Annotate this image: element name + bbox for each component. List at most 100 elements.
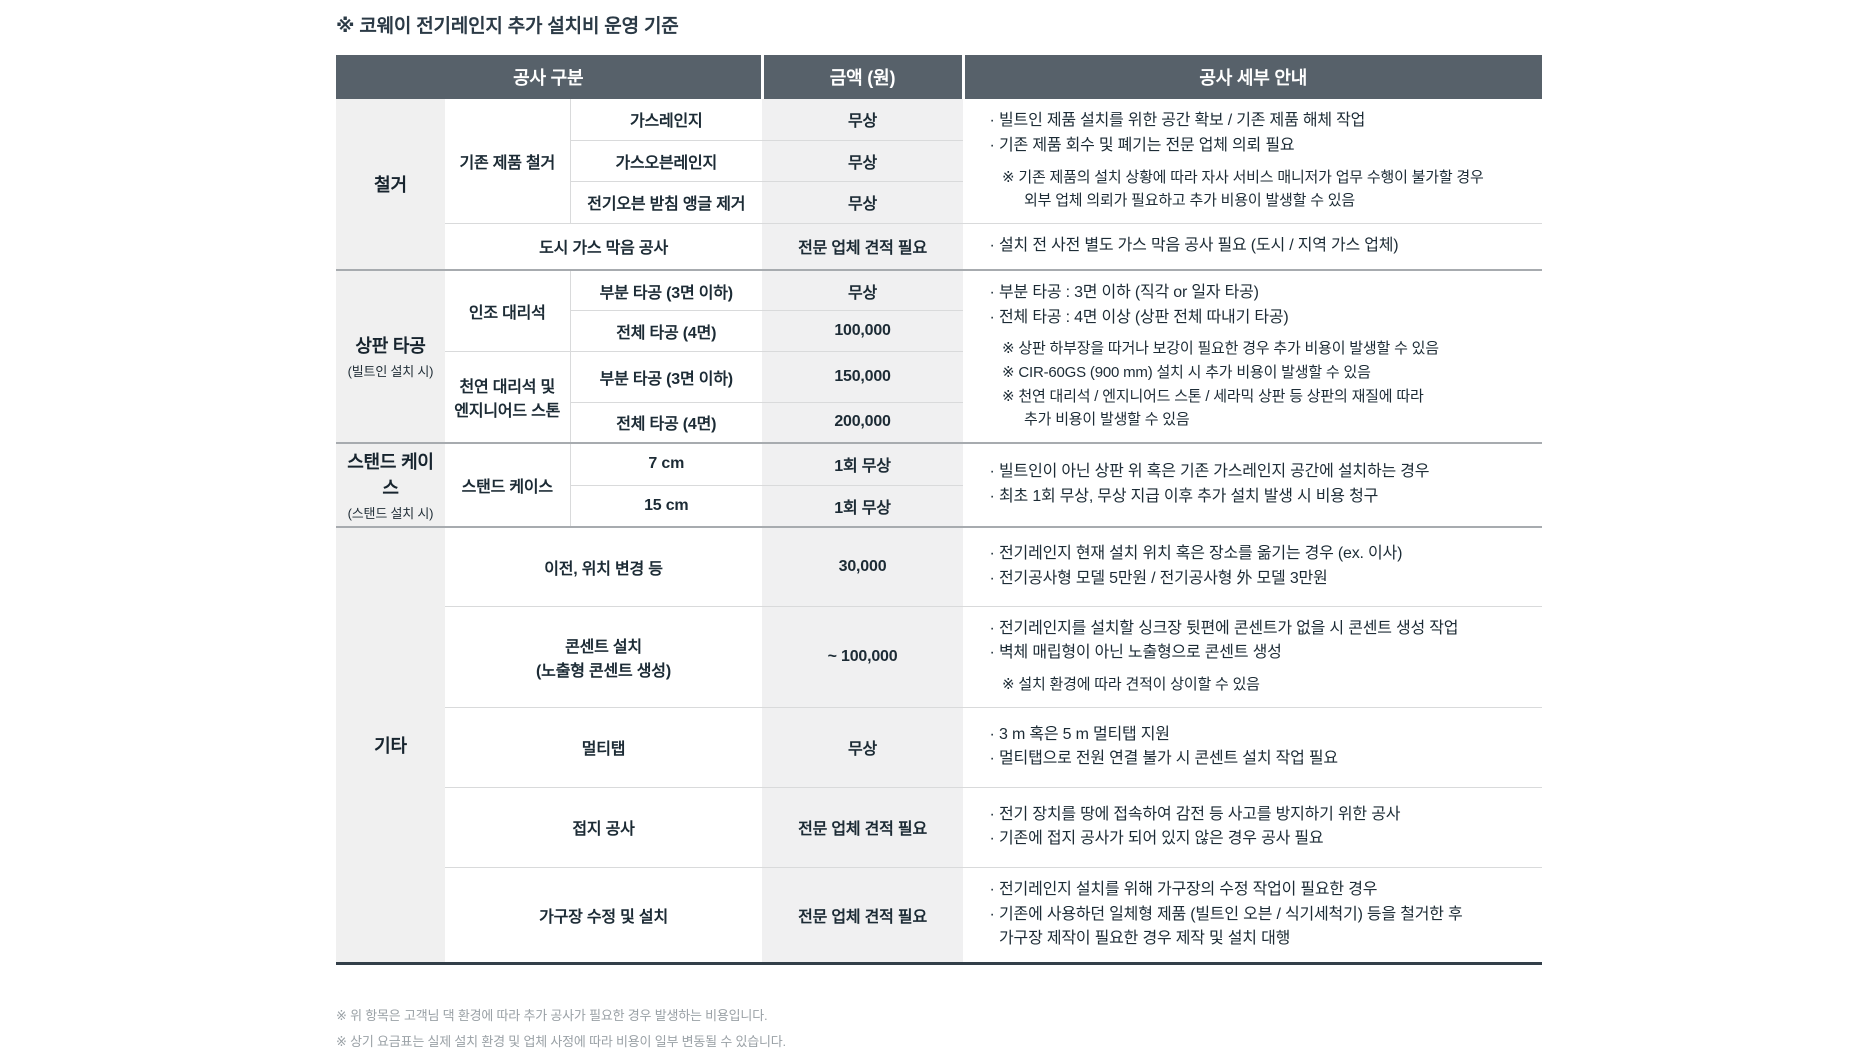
bullet-icon: · xyxy=(989,880,995,898)
cell-item-gas-range: 가스레인지 xyxy=(569,99,763,141)
detail-text: 3 m 혹은 5 m 멀티탭 지원 xyxy=(999,725,1170,743)
cell-amount-gas-oven-range: 무상 xyxy=(762,139,964,182)
detail-line: · 전체 타공 : 4면 이상 (상판 전체 따내기 타공) xyxy=(985,306,1530,331)
cell-amount-gas-range: 무상 xyxy=(762,99,964,141)
cell-detail-grounding-work: · 전기 장치를 땅에 접속하여 감전 등 사고를 방지하기 위한 공사 · 기존에… xyxy=(963,786,1543,868)
cell-amount-power-strip: 무상 xyxy=(762,706,964,788)
cell-item-relocation: 이전, 위치 변경 등 xyxy=(445,526,763,607)
cell-item-7cm: 7 cm xyxy=(569,442,763,486)
bullet-icon: · xyxy=(989,136,995,154)
header-cell-category: 공사 구분 xyxy=(336,55,763,99)
table-row: 가스오븐레인지 무상 xyxy=(336,139,1542,182)
cell-group-existing-product-removal: 기존 제품 철거 xyxy=(459,154,556,172)
detail-line: · 전기레인지를 설치할 싱크장 뒷편에 콘센트가 없을 시 콘센트 생성 작업 xyxy=(985,617,1530,642)
cell-item-oven-angle-removal: 전기오븐 받침 앵글 제거 xyxy=(569,180,763,224)
section-label: 기타 xyxy=(374,736,407,757)
cell-item-city-gas-blocking: 도시 가스 막음 공사 xyxy=(445,222,763,270)
detail-text: 빌트인이 아닌 상판 위 혹은 기존 가스레인지 공간에 설치하는 경우 xyxy=(999,463,1430,481)
detail-line: · 최초 1회 무상, 무상 지급 이후 추가 설치 발생 시 비용 청구 xyxy=(985,485,1530,510)
detail-text-continued: 가구장 제작이 필요한 경우 제작 및 설치 대행 xyxy=(999,930,1291,948)
cell-amount-grounding-work: 전문 업체 견적 필요 xyxy=(762,786,964,868)
section-label: 철거 xyxy=(374,174,407,195)
bullet-icon: · xyxy=(989,830,995,848)
table-row: 천연 대리석 및 엔지니어드 스톤 부분 타공 (3면 이하) 150,000 xyxy=(336,351,1542,444)
header-row: 공사 구분 금액 (원) 공사 세부 안내 xyxy=(336,55,1543,99)
item-label-line2: (노출형 콘센트 생성) xyxy=(536,662,671,680)
cell-item-power-strip: 멀티탭 xyxy=(445,706,763,788)
cell-amount-artificial-full-cut: 100,000 xyxy=(762,310,964,352)
detail-text: 전기레인지를 설치할 싱크장 뒷편에 콘센트가 없을 시 콘센트 생성 작업 xyxy=(999,619,1459,637)
cell-group-natural-marble-engineered-stone: 천연 대리석 및 엔지니어드 스톤 xyxy=(445,351,570,444)
bullet-icon: · xyxy=(989,619,995,637)
cell-amount-relocation: 30,000 xyxy=(762,526,964,607)
table-row: 기타 이전, 위치 변경 등 30,000 · 전기레인지 현재 설치 위치 혹은… xyxy=(336,526,1543,964)
header-cell-detail: 공사 세부 안내 xyxy=(961,55,1543,99)
detail-note-continued: 외부 업체 의뢰가 필요하고 추가 비용이 발생할 수 있음 xyxy=(1024,192,1355,210)
cell-item-natural-partial-cut: 부분 타공 (3면 이하) xyxy=(569,351,763,403)
detail-text: 전기레인지 설치를 위해 가구장의 수정 작업이 필요한 경우 xyxy=(999,880,1378,898)
detail-text: 전기 장치를 땅에 접속하여 감전 등 사고를 방지하기 위한 공사 xyxy=(999,805,1401,823)
detail-note-continued: 추가 비용이 발생할 수 있음 xyxy=(1024,411,1190,429)
detail-line: · 3 m 혹은 5 m 멀티탭 지원 xyxy=(985,723,1530,748)
bullet-icon: · xyxy=(989,283,995,301)
bullet-icon: · xyxy=(989,805,995,823)
detail-line: · 전기 장치를 땅에 접속하여 감전 등 사고를 방지하기 위한 공사 xyxy=(985,803,1530,828)
cell-section-stand-case: 스탠드 케이스 (스탠드 설치 시) xyxy=(336,442,445,528)
detail-text: 설치 전 사전 별도 가스 막음 공사 필요 (도시 / 지역 가스 업체) xyxy=(999,236,1399,254)
table-row: 멀티탭 무상 · 3 m 혹은 5 m 멀티탭 지원 · 멀티탭으로 전원 연결 불… xyxy=(336,706,1543,788)
table-row: 15 cm 1회 무상 xyxy=(336,484,1542,528)
detail-line: · 멀티탭으로 전원 연결 불가 시 콘센트 설치 작업 필요 xyxy=(985,747,1530,772)
header-cell-amount: 금액 (원) xyxy=(760,55,964,99)
bullet-icon: · xyxy=(989,112,995,129)
detail-line: · 벽체 매립형이 아닌 노출형으로 콘센트 생성 xyxy=(985,641,1530,666)
detail-text: 멀티탭으로 전원 연결 불가 시 콘센트 설치 작업 필요 xyxy=(999,750,1338,768)
section-sublabel: (빌트인 설치 시) xyxy=(347,364,434,380)
bullet-icon: · xyxy=(989,644,995,662)
detail-line: · 전기공사형 모델 5만원 / 전기공사형 外 모델 3만원 xyxy=(985,567,1530,592)
section-label: 스탠드 케이스 xyxy=(347,452,434,499)
bullet-icon: · xyxy=(989,308,995,326)
detail-line: · 빌트인 제품 설치를 위한 공간 확보 / 기존 제품 해체 작업 xyxy=(985,109,1530,134)
cell-detail-demolition: · 빌트인 제품 설치를 위한 공간 확보 / 기존 제품 해체 작업 · 기존 제… xyxy=(963,99,1542,223)
detail-text: 부분 타공 : 3면 이하 (직각 or 일자 타공) xyxy=(999,283,1259,301)
detail-text: 기존에 접지 공사가 되어 있지 않은 경우 공사 필요 xyxy=(999,830,1324,848)
detail-text: 전체 타공 : 4면 이상 (상판 전체 따내기 타공) xyxy=(999,308,1289,326)
cell-item-artificial-partial-cut: 부분 타공 (3면 이하) xyxy=(569,268,763,311)
cell-item-outlet-installation: 콘센트 설치 (노출형 콘센트 생성) xyxy=(445,605,763,708)
footnote-line: ※ 위 항목은 고객님 댁 환경에 따라 추가 공사가 필요한 경우 발생하는 … xyxy=(336,1008,768,1024)
table-row: 철거 기존 제품 철거 가스레인지 무상 · 빌트인 제품 설치를 위한 공간 확… xyxy=(336,99,1542,270)
section-sublabel: (스탠드 설치 시) xyxy=(347,506,434,522)
detail-note: ※ 상판 하부장을 따거나 보강이 필요한 경우 추가 비용이 발생할 수 있음 xyxy=(1002,340,1439,358)
detail-text: 최초 1회 무상, 무상 지급 이후 추가 설치 발생 시 비용 청구 xyxy=(999,488,1379,506)
detail-text: 전기레인지 현재 설치 위치 혹은 장소를 옮기는 경우 (ex. 이사) xyxy=(999,545,1403,563)
cell-amount-cabinet-modification: 전문 업체 견적 필요 xyxy=(762,866,964,964)
cell-detail-outlet-installation: · 전기레인지를 설치할 싱크장 뒷편에 콘센트가 없을 시 콘센트 생성 작업 … xyxy=(963,605,1543,708)
detail-line: · 설치 전 사전 별도 가스 막음 공사 필요 (도시 / 지역 가스 업체) xyxy=(985,234,1530,259)
detail-note: ※ 기존 제품의 설치 상황에 따라 자사 서비스 매니저가 업무 수행이 불가… xyxy=(1002,168,1484,186)
table-row: 전체 타공 (4면) 100,000 xyxy=(336,310,1542,352)
cell-detail-power-strip: · 3 m 혹은 5 m 멀티탭 지원 · 멀티탭으로 전원 연결 불가 시 콘센트… xyxy=(963,706,1543,788)
cell-item-cabinet-modification: 가구장 수정 및 설치 xyxy=(445,866,763,964)
cell-amount-city-gas-blocking: 전문 업체 견적 필요 xyxy=(762,222,964,270)
detail-line: · 빌트인이 아닌 상판 위 혹은 기존 가스레인지 공간에 설치하는 경우 xyxy=(985,460,1530,485)
item-label-line1: 콘센트 설치 xyxy=(565,638,642,656)
group-label-line1: 천연 대리석 및 xyxy=(459,379,556,397)
detail-text: 기존에 사용하던 일체형 제품 (빌트인 오븐 / 식기세척기) 등을 철거한 … xyxy=(999,905,1463,923)
table-row: 콘센트 설치 (노출형 콘센트 생성) ~ 100,000 · 전기레인지를 설치… xyxy=(336,605,1543,708)
cell-detail-countertop-cutting: · 부분 타공 : 3면 이하 (직각 or 일자 타공) · 전체 타공 : 4면… xyxy=(963,268,1543,444)
cell-group-stand-case: 스탠드 케이스 xyxy=(445,442,570,528)
cell-item-artificial-full-cut: 전체 타공 (4면) xyxy=(569,310,763,352)
table-row: 가구장 수정 및 설치 전문 업체 견적 필요 · 전기레인지 설치를 위해 가구… xyxy=(336,866,1543,964)
group-label-line2: 엔지니어드 스톤 xyxy=(454,403,561,421)
cell-amount-oven-angle-removal: 무상 xyxy=(762,180,964,224)
cell-detail-relocation: · 전기레인지 현재 설치 위치 혹은 장소를 옮기는 경우 (ex. 이사) ·… xyxy=(963,526,1543,607)
detail-note: ※ CIR-60GS (900 mm) 설치 시 추가 비용이 발생할 수 있음 xyxy=(1002,364,1371,382)
table-row: 접지 공사 전문 업체 견적 필요 · 전기 장치를 땅에 접속하여 감전 등 사… xyxy=(336,786,1543,868)
cell-group-artificial-marble: 인조 대리석 xyxy=(445,268,570,352)
cell-detail-city-gas-blocking: · 설치 전 사전 별도 가스 막음 공사 필요 (도시 / 지역 가스 업체) xyxy=(963,222,1543,270)
content: ※ 코웨이 전기레인지 추가 설치비 운영 기준 공사 구분 금액 (원) 공사… xyxy=(336,11,1543,1048)
cell-amount-natural-full-cut: 200,000 xyxy=(762,401,964,444)
bullet-icon: · xyxy=(989,569,995,587)
cell-amount-7cm: 1회 무상 xyxy=(762,442,964,486)
